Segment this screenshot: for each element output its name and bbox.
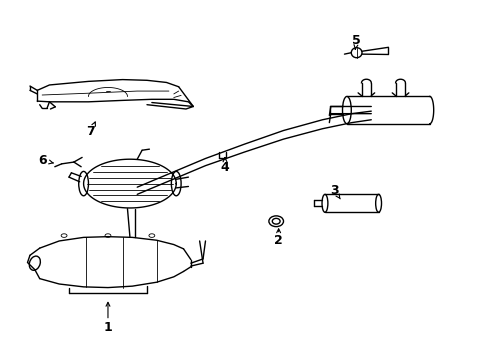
- Text: 7: 7: [86, 125, 95, 138]
- Text: 4: 4: [220, 161, 229, 174]
- Text: 1: 1: [103, 320, 112, 333]
- Text: 5: 5: [351, 33, 360, 47]
- Text: 3: 3: [330, 184, 338, 197]
- Text: 6: 6: [38, 154, 46, 167]
- Text: 2: 2: [274, 234, 283, 247]
